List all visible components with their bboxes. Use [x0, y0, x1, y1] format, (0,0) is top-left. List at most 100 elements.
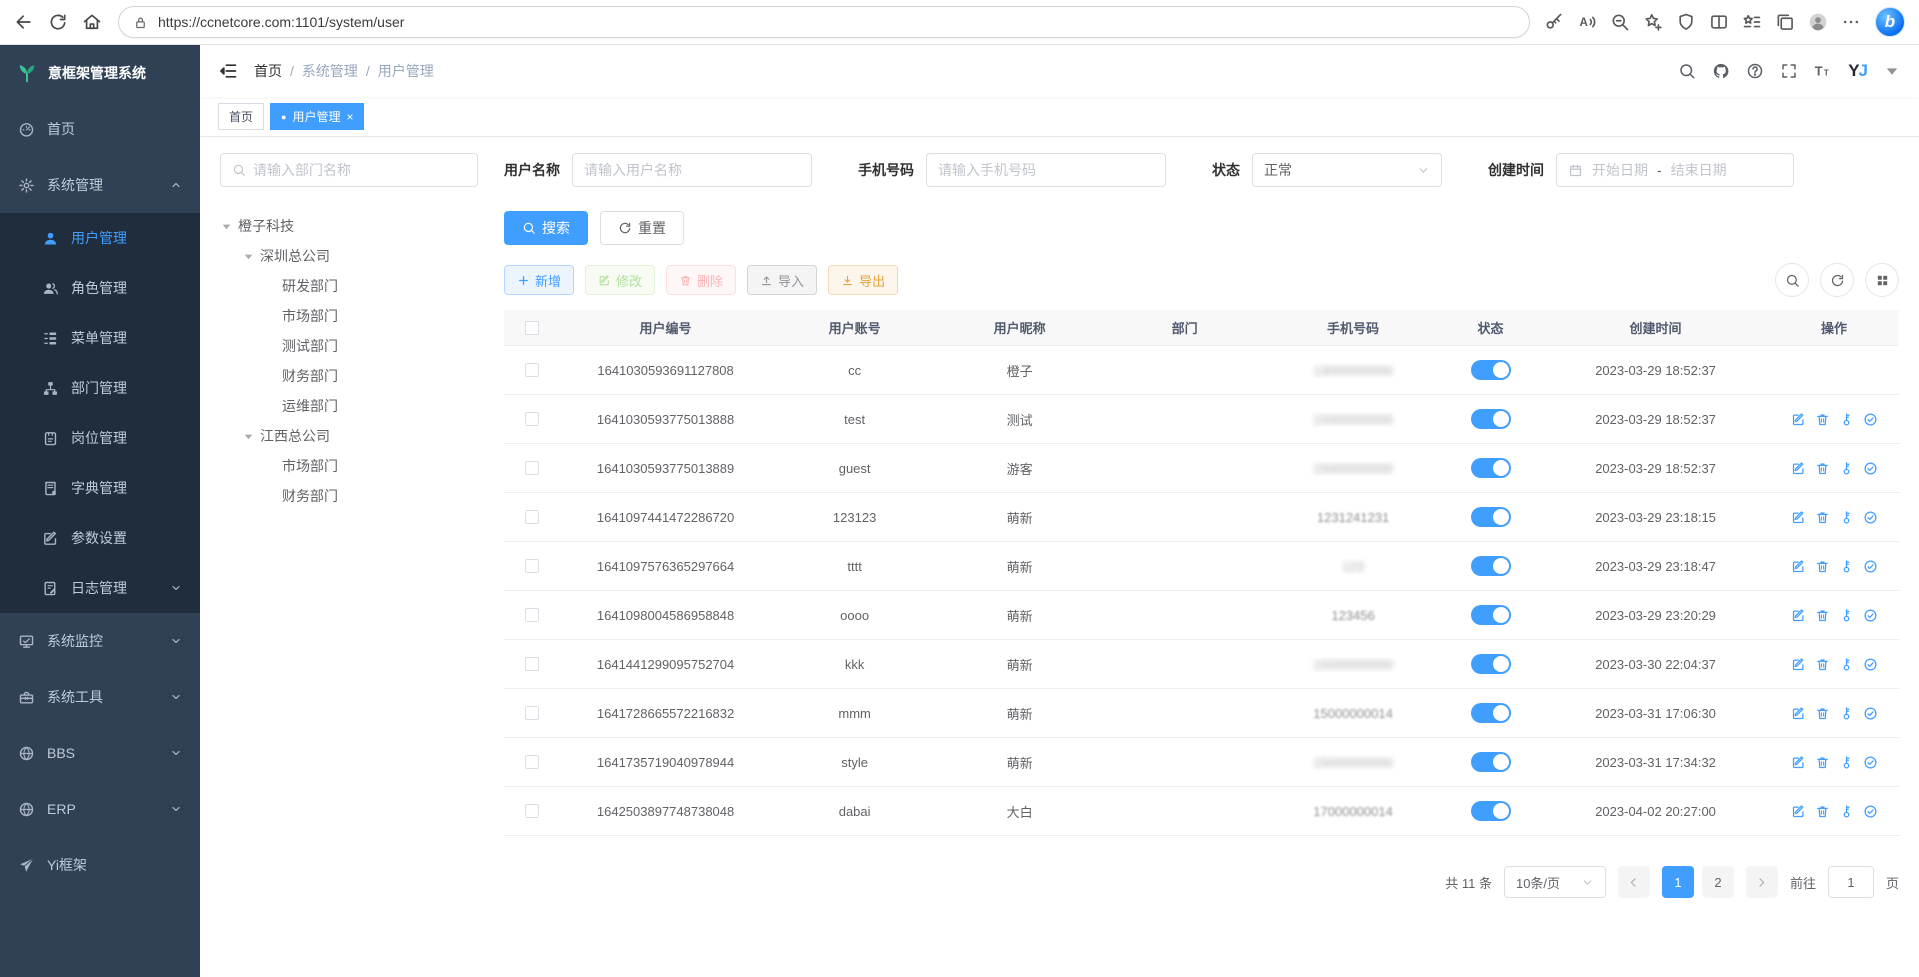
sidebar-item-1[interactable]: 系统管理: [0, 157, 200, 213]
sidebar-item-3[interactable]: 系统工具: [0, 669, 200, 725]
delete-action-icon[interactable]: [1815, 412, 1830, 427]
prev-page-button[interactable]: [1617, 866, 1650, 898]
tree-node[interactable]: 测试部门: [220, 331, 478, 361]
reset-password-action-icon[interactable]: [1839, 657, 1854, 672]
more-dots-icon[interactable]: [1841, 12, 1861, 32]
collections-icon[interactable]: [1775, 12, 1795, 32]
tree-node[interactable]: 深圳总公司: [220, 241, 478, 271]
edit-action-icon[interactable]: [1791, 608, 1806, 623]
edit-action-icon[interactable]: [1791, 510, 1806, 525]
status-toggle[interactable]: [1470, 556, 1511, 576]
app-logo[interactable]: 意框架管理系统: [0, 45, 200, 101]
zoom-out-icon[interactable]: [1610, 12, 1630, 32]
back-icon[interactable]: [14, 12, 34, 32]
assign-role-action-icon[interactable]: [1863, 559, 1878, 574]
sidebar-item-sub-2[interactable]: 菜单管理: [0, 313, 200, 363]
select-all-checkbox[interactable]: [524, 320, 539, 335]
assign-role-action-icon[interactable]: [1863, 804, 1878, 819]
global-search-icon[interactable]: [1678, 62, 1696, 80]
assign-role-action-icon[interactable]: [1863, 706, 1878, 721]
row-checkbox[interactable]: [524, 657, 539, 671]
page-size-select[interactable]: 10条/页: [1503, 866, 1606, 898]
delete-action-icon[interactable]: [1815, 608, 1830, 623]
reset-password-action-icon[interactable]: [1839, 461, 1854, 476]
row-checkbox[interactable]: [524, 755, 539, 769]
page-button-2[interactable]: 2: [1701, 866, 1734, 898]
assign-role-action-icon[interactable]: [1863, 608, 1878, 623]
dept-search-input[interactable]: 请输入部门名称: [220, 153, 478, 187]
row-checkbox[interactable]: [524, 608, 539, 622]
tree-node[interactable]: 财务部门: [220, 481, 478, 511]
status-toggle[interactable]: [1470, 409, 1511, 429]
edit-action-icon[interactable]: [1791, 461, 1806, 476]
tree-node[interactable]: 橙子科技: [220, 211, 478, 241]
tree-node[interactable]: 研发部门: [220, 271, 478, 301]
row-checkbox[interactable]: [524, 559, 539, 573]
address-bar[interactable]: https://ccnetcore.com:1101/system/user: [118, 6, 1530, 38]
refresh-circle-button[interactable]: [1820, 263, 1854, 297]
assign-role-action-icon[interactable]: [1863, 657, 1878, 672]
tree-node[interactable]: 江西总公司: [220, 421, 478, 451]
next-page-button[interactable]: [1745, 866, 1778, 898]
edit-action-icon[interactable]: [1791, 755, 1806, 770]
edit-action-icon[interactable]: [1791, 657, 1806, 672]
grid-circle-button[interactable]: [1865, 263, 1899, 297]
tab-close-icon[interactable]: ×: [346, 109, 354, 124]
导出-button[interactable]: 导出: [828, 265, 899, 295]
assign-role-action-icon[interactable]: [1863, 510, 1878, 525]
row-checkbox[interactable]: [524, 510, 539, 524]
status-toggle[interactable]: [1470, 605, 1511, 625]
delete-action-icon[interactable]: [1815, 510, 1830, 525]
home-icon[interactable]: [82, 12, 102, 32]
fullscreen-icon[interactable]: [1780, 62, 1798, 80]
sidebar-item-6[interactable]: Yi框架: [0, 837, 200, 893]
sidebar-item-sub-3[interactable]: 部门管理: [0, 363, 200, 413]
导入-button[interactable]: 导入: [747, 265, 818, 295]
sidebar-item-sub-6[interactable]: 参数设置: [0, 513, 200, 563]
help-icon[interactable]: [1746, 62, 1764, 80]
sidebar-item-sub-0[interactable]: 用户管理: [0, 213, 200, 263]
edit-action-icon[interactable]: [1791, 706, 1806, 721]
goto-page-input[interactable]: [1827, 866, 1874, 898]
read-aloud-icon[interactable]: A: [1577, 12, 1597, 32]
status-toggle[interactable]: [1470, 360, 1511, 380]
delete-action-icon[interactable]: [1815, 559, 1830, 574]
star-plus-icon[interactable]: [1643, 12, 1663, 32]
status-toggle[interactable]: [1470, 654, 1511, 674]
sidebar-item-sub-1[interactable]: 角色管理: [0, 263, 200, 313]
search-circle-button[interactable]: [1775, 263, 1809, 297]
delete-action-icon[interactable]: [1815, 657, 1830, 672]
refresh-icon[interactable]: [48, 12, 68, 32]
sidebar-item-5[interactable]: ERP: [0, 781, 200, 837]
collapse-sidebar-icon[interactable]: [218, 61, 238, 81]
avatar-dropdown-icon[interactable]: [1883, 62, 1901, 80]
status-toggle[interactable]: [1470, 507, 1511, 527]
split-screen-icon[interactable]: [1709, 12, 1729, 32]
assign-role-action-icon[interactable]: [1863, 461, 1878, 476]
phone-input[interactable]: 请输入手机号码: [926, 153, 1166, 187]
user-avatar-logo[interactable]: YJ: [1848, 61, 1868, 80]
favorites-icon[interactable]: [1742, 12, 1762, 32]
status-toggle[interactable]: [1470, 458, 1511, 478]
sidebar-item-0[interactable]: 首页: [0, 101, 200, 157]
username-input[interactable]: 请输入用户名称: [572, 153, 812, 187]
github-icon[interactable]: [1712, 62, 1730, 80]
reset-password-action-icon[interactable]: [1839, 412, 1854, 427]
status-select[interactable]: 正常: [1252, 153, 1442, 187]
status-toggle[interactable]: [1470, 801, 1511, 821]
search-button[interactable]: 搜索: [504, 211, 588, 245]
reset-password-action-icon[interactable]: [1839, 559, 1854, 574]
delete-action-icon[interactable]: [1815, 755, 1830, 770]
delete-action-icon[interactable]: [1815, 706, 1830, 721]
page-button-1[interactable]: 1: [1661, 866, 1694, 898]
shield-icon[interactable]: [1676, 12, 1696, 32]
edit-action-icon[interactable]: [1791, 412, 1806, 427]
tab-首页[interactable]: 首页: [218, 103, 265, 130]
sidebar-item-2[interactable]: 系统监控: [0, 613, 200, 669]
tree-node[interactable]: 运维部门: [220, 391, 478, 421]
status-toggle[interactable]: [1470, 703, 1511, 723]
assign-role-action-icon[interactable]: [1863, 755, 1878, 770]
assign-role-action-icon[interactable]: [1863, 412, 1878, 427]
新增-button[interactable]: 新增: [504, 265, 575, 295]
